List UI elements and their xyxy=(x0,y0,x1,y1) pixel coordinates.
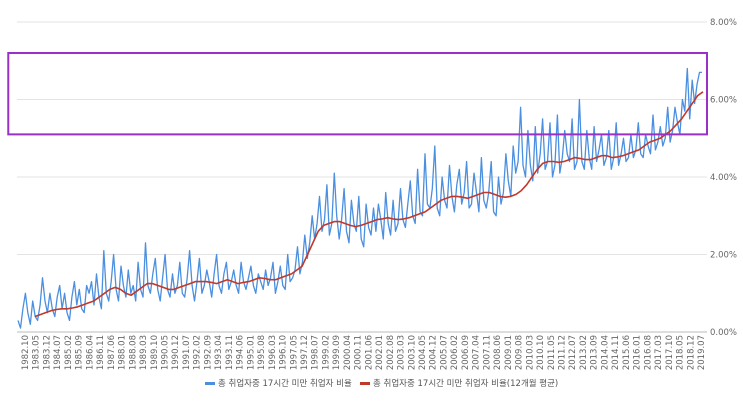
x-tick-label: 1996.10 xyxy=(279,335,289,370)
x-tick-label: 2007.04 xyxy=(472,335,482,370)
x-tick-label: 1989.10 xyxy=(150,335,160,370)
x-tick-label: 1993.11 xyxy=(225,335,235,370)
gridlines xyxy=(17,21,707,333)
x-tick-label: 2009.01 xyxy=(504,335,514,370)
x-tick-label: 1986.04 xyxy=(85,335,95,370)
x-tick-label: 1985.02 xyxy=(64,335,74,370)
x-tick-label: 2018.05 xyxy=(676,335,686,370)
x-tick-label: 1997.12 xyxy=(300,335,310,370)
x-tick-label: 1991.07 xyxy=(182,335,192,370)
x-tick-label: 1998.07 xyxy=(311,335,321,370)
highlight-box xyxy=(7,52,709,136)
x-tick-label: 2014.11 xyxy=(611,335,621,370)
highlight-box-layer xyxy=(7,52,709,136)
x-tick-label: 1994.06 xyxy=(236,335,246,370)
x-tick-label: 2019.07 xyxy=(697,335,707,370)
x-tick-label: 1985.09 xyxy=(75,335,85,370)
x-tick-label: 1995.01 xyxy=(246,335,256,370)
x-tick-label: 2013.02 xyxy=(579,335,589,370)
x-tick-label: 1988.08 xyxy=(128,335,138,370)
x-tick-label: 2014.04 xyxy=(600,335,610,370)
y-axis-ticks: 0.00% 2.00% 4.00% 6.00% 8.00% xyxy=(710,18,737,338)
x-tick-label: 2000.04 xyxy=(343,335,353,370)
x-tick-label: 2010.10 xyxy=(536,335,546,370)
x-tick-label: 2017.10 xyxy=(665,335,675,370)
series-lines xyxy=(17,67,704,329)
x-tick-label: 2008.06 xyxy=(493,335,503,370)
x-tick-label: 2004.05 xyxy=(418,335,428,370)
legend-label: 총 취업자중 17시간 미만 취업자 비율(12개월 평균) xyxy=(373,378,558,389)
x-tick-label: 2002.08 xyxy=(386,335,396,370)
x-tick-label: 1999.02 xyxy=(321,335,331,370)
x-tick-label: 1992.09 xyxy=(203,335,213,370)
x-tick-label: 1989.03 xyxy=(139,335,149,370)
x-tick-label: 1988.01 xyxy=(118,335,128,370)
x-tick-label: 1993.04 xyxy=(214,335,224,370)
x-tick-label: 2010.03 xyxy=(525,335,535,370)
x-axis-ticks: 1982.10 1983.05 1983.12 1984.07 1985.02 1985.… xyxy=(21,335,707,370)
x-tick-label: 2007.11 xyxy=(482,335,492,370)
x-tick-label: 1987.06 xyxy=(107,335,117,370)
x-tick-label: 1999.09 xyxy=(332,335,342,370)
x-tick-label: 2003.10 xyxy=(407,335,417,370)
x-tick-label: 2005.07 xyxy=(439,335,449,370)
x-tick-label: 2016.08 xyxy=(643,335,653,370)
y-tick-label: 2.00% xyxy=(710,251,737,261)
x-tick-label: 1984.07 xyxy=(53,335,63,370)
x-tick-label: 2018.12 xyxy=(686,335,696,370)
series-line-12m-average xyxy=(34,91,704,318)
x-tick-label: 1996.03 xyxy=(268,335,278,370)
x-tick-label: 1986.11 xyxy=(96,335,106,370)
x-tick-label: 2017.03 xyxy=(654,335,664,370)
series-line-monthly xyxy=(17,67,702,329)
x-tick-label: 2004.12 xyxy=(429,335,439,370)
y-tick-label: 8.00% xyxy=(710,18,737,28)
x-tick-label: 1995.08 xyxy=(257,335,267,370)
x-tick-label: 1983.05 xyxy=(32,335,42,370)
x-tick-label: 2009.08 xyxy=(515,335,525,370)
x-tick-label: 1990.12 xyxy=(171,335,181,370)
x-tick-label: 1997.05 xyxy=(289,335,299,370)
x-tick-label: 2000.11 xyxy=(354,335,364,370)
x-tick-label: 2015.06 xyxy=(622,335,632,370)
legend-label: 총 취업자중 17시간 미만 취업자 비율 xyxy=(218,378,352,389)
legend-swatch xyxy=(205,382,215,385)
x-tick-label: 2006.09 xyxy=(461,335,471,370)
y-tick-label: 4.00% xyxy=(710,173,737,183)
x-tick-label: 1992.02 xyxy=(193,335,203,370)
legend: 총 취업자중 17시간 미만 취업자 비율 총 취업자중 17시간 미만 취업자 … xyxy=(205,378,558,389)
x-tick-label: 2003.03 xyxy=(397,335,407,370)
x-tick-label: 2001.06 xyxy=(364,335,374,370)
x-tick-label: 2011.05 xyxy=(547,335,557,370)
x-tick-label: 2012.07 xyxy=(568,335,578,370)
x-tick-label: 2011.12 xyxy=(558,335,568,370)
x-tick-label: 1982.10 xyxy=(21,335,31,370)
x-tick-label: 2002.01 xyxy=(375,335,385,370)
x-tick-label: 1990.05 xyxy=(160,335,170,370)
legend-swatch xyxy=(360,382,370,385)
x-tick-label: 2016.01 xyxy=(633,335,643,370)
y-tick-label: 6.00% xyxy=(710,96,737,106)
y-tick-label: 0.00% xyxy=(710,328,737,338)
x-tick-label: 1983.12 xyxy=(42,335,52,370)
x-tick-label: 2013.09 xyxy=(590,335,600,370)
x-tick-label: 2006.02 xyxy=(450,335,460,370)
